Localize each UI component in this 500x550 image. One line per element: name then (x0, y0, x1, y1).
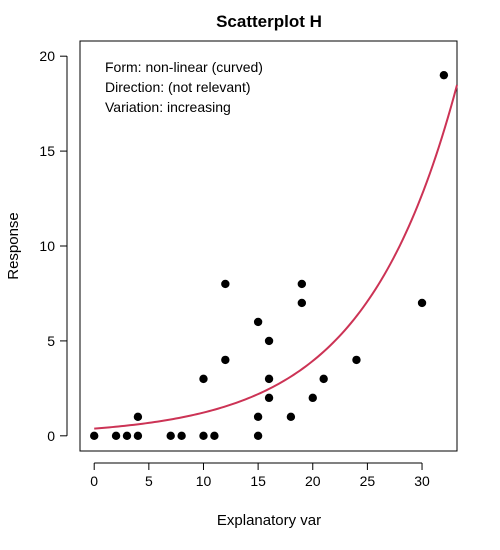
x-tick-label: 30 (414, 473, 430, 489)
y-tick-label: 0 (47, 428, 55, 444)
data-point (221, 355, 230, 365)
data-point (352, 355, 361, 365)
data-point (417, 298, 427, 308)
y-axis-label: Response (5, 212, 22, 280)
x-axis-label: Explanatory var (217, 512, 321, 529)
x-tick-label: 25 (360, 473, 376, 489)
data-point (264, 336, 274, 346)
data-point (166, 431, 175, 441)
x-tick-label: 15 (250, 473, 266, 489)
data-point (308, 393, 317, 403)
data-point (210, 431, 219, 441)
y-tick-label: 15 (39, 143, 55, 159)
data-point (133, 431, 143, 441)
data-point (253, 317, 263, 327)
data-point (297, 279, 307, 289)
data-point (297, 298, 307, 308)
x-axis: 0 5 10 15 20 25 30 (90, 462, 430, 489)
data-point (253, 431, 263, 441)
data-point (199, 374, 208, 384)
data-point (199, 431, 208, 441)
data-point (253, 412, 263, 422)
x-tick-label: 20 (305, 473, 321, 489)
y-tick-label: 20 (39, 48, 55, 64)
fit-curve (94, 84, 458, 430)
data-point (264, 374, 274, 384)
points-layer (90, 70, 449, 441)
data-point (122, 431, 132, 441)
plot-frame (79, 40, 458, 452)
data-point (221, 279, 230, 289)
annotation-block: Form: non-linear (curved) Direction: (not… (105, 59, 263, 115)
fit-curve-layer (94, 84, 458, 430)
x-tick-label: 5 (145, 473, 153, 489)
annotation-line: Direction: (not relevant) (105, 79, 251, 95)
data-point (319, 374, 328, 384)
data-point (264, 393, 274, 403)
x-tick-label: 0 (90, 473, 98, 489)
data-point (90, 431, 99, 441)
x-tick-label: 10 (196, 473, 212, 489)
y-tick-label: 5 (47, 333, 55, 349)
data-point (133, 412, 143, 422)
chart-title: Scatterplot H (216, 12, 322, 31)
annotation-line: Variation: increasing (105, 99, 231, 115)
y-tick-label: 10 (39, 238, 55, 254)
annotation-line: Form: non-linear (curved) (105, 59, 263, 75)
y-axis: 0 5 10 15 20 (39, 48, 68, 444)
data-point (286, 412, 296, 422)
data-point (111, 431, 121, 441)
data-point (439, 70, 449, 80)
data-point (177, 431, 186, 441)
